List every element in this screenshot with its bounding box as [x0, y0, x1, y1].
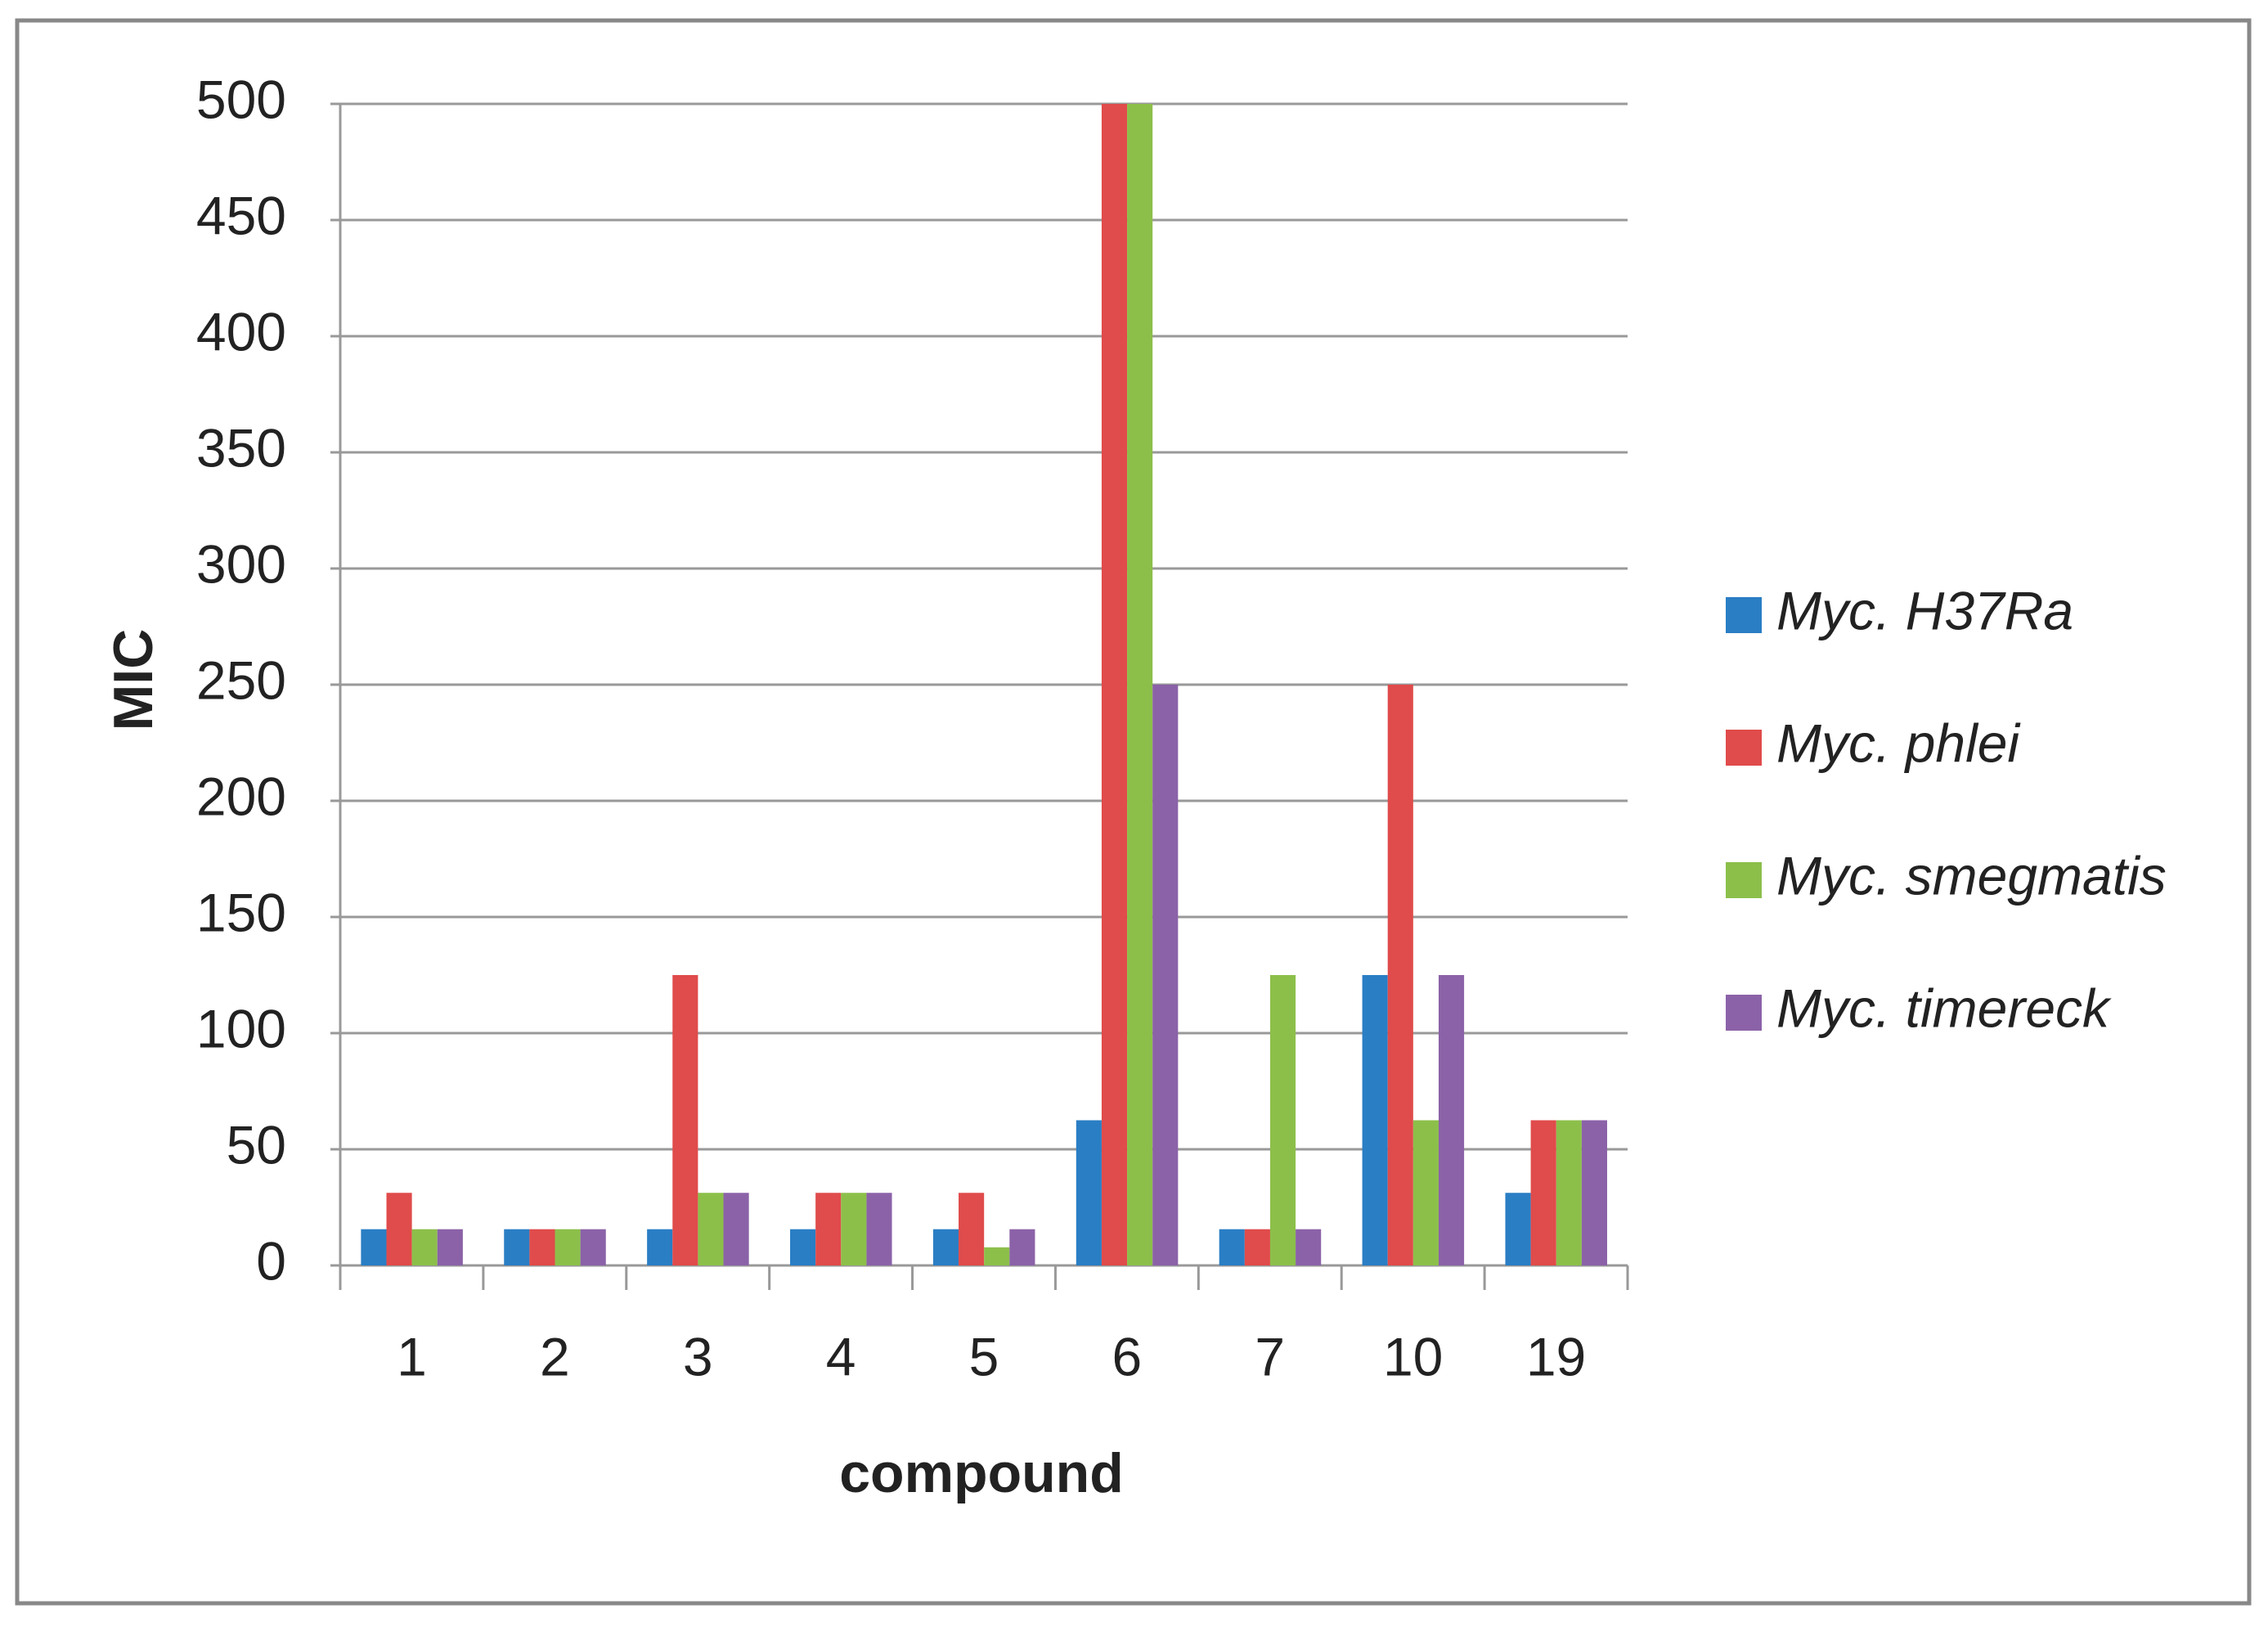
bar	[866, 1193, 892, 1265]
y-tick-label: 250	[196, 649, 286, 710]
bar	[1412, 1120, 1439, 1265]
bar	[1076, 1120, 1102, 1265]
bar	[959, 1193, 985, 1265]
bar	[504, 1229, 530, 1265]
bar	[555, 1229, 581, 1265]
x-axis-title: compound	[839, 1442, 1124, 1504]
bar	[361, 1229, 387, 1265]
x-tick-label: 5	[969, 1326, 999, 1387]
bar	[1530, 1120, 1556, 1265]
bar	[1269, 975, 1296, 1265]
y-tick-label: 0	[256, 1230, 286, 1291]
y-tick-label: 100	[196, 998, 286, 1058]
bar	[580, 1229, 606, 1265]
y-tick-label: 500	[196, 69, 286, 129]
y-tick-label: 400	[196, 301, 286, 362]
legend-swatch	[1726, 597, 1762, 633]
legend-swatch	[1726, 862, 1762, 898]
bar	[411, 1229, 438, 1265]
x-tick-label: 10	[1383, 1326, 1443, 1387]
bar	[1505, 1193, 1531, 1265]
legend-label: Myc. smegmatis	[1776, 845, 2167, 906]
bar	[672, 975, 698, 1265]
x-tick-label: 3	[683, 1326, 713, 1387]
bar	[723, 1193, 749, 1265]
bar	[647, 1229, 673, 1265]
bar	[1152, 685, 1179, 1265]
bar	[1362, 975, 1388, 1265]
bar	[1244, 1229, 1270, 1265]
x-tick-label: 1	[397, 1326, 427, 1387]
y-tick-label: 300	[196, 533, 286, 594]
x-tick-label: 19	[1526, 1326, 1586, 1387]
legend-label: Myc. timereck	[1776, 978, 2112, 1038]
bar	[1127, 104, 1153, 1265]
legend-swatch	[1726, 995, 1762, 1031]
bar	[698, 1193, 724, 1265]
x-tick-label: 6	[1112, 1326, 1143, 1387]
bar	[1296, 1229, 1322, 1265]
bar	[790, 1229, 816, 1265]
bar	[437, 1229, 463, 1265]
y-tick-label: 50	[227, 1114, 286, 1175]
bar	[815, 1193, 842, 1265]
x-tick-label: 2	[540, 1326, 570, 1387]
bar	[1009, 1229, 1035, 1265]
bar	[932, 1229, 959, 1265]
y-tick-label: 450	[196, 185, 286, 245]
bar	[1438, 975, 1465, 1265]
x-tick-label: 4	[826, 1326, 856, 1387]
bar	[1581, 1120, 1607, 1265]
bar	[841, 1193, 867, 1265]
bar	[386, 1193, 412, 1265]
y-axis-title: MIC	[102, 629, 164, 731]
y-tick-label: 350	[196, 417, 286, 478]
bar	[984, 1247, 1010, 1265]
legend-label: Myc. phlei	[1776, 712, 2021, 773]
bar	[1556, 1120, 1582, 1265]
y-tick-label: 150	[196, 882, 286, 942]
y-tick-label: 200	[196, 766, 286, 826]
bar	[1387, 685, 1413, 1265]
bar	[529, 1229, 555, 1265]
bar	[1101, 104, 1128, 1265]
bar	[1219, 1229, 1245, 1265]
legend-swatch	[1726, 730, 1762, 766]
x-tick-label: 7	[1255, 1326, 1285, 1387]
legend-label: Myc. H37Ra	[1776, 580, 2073, 640]
